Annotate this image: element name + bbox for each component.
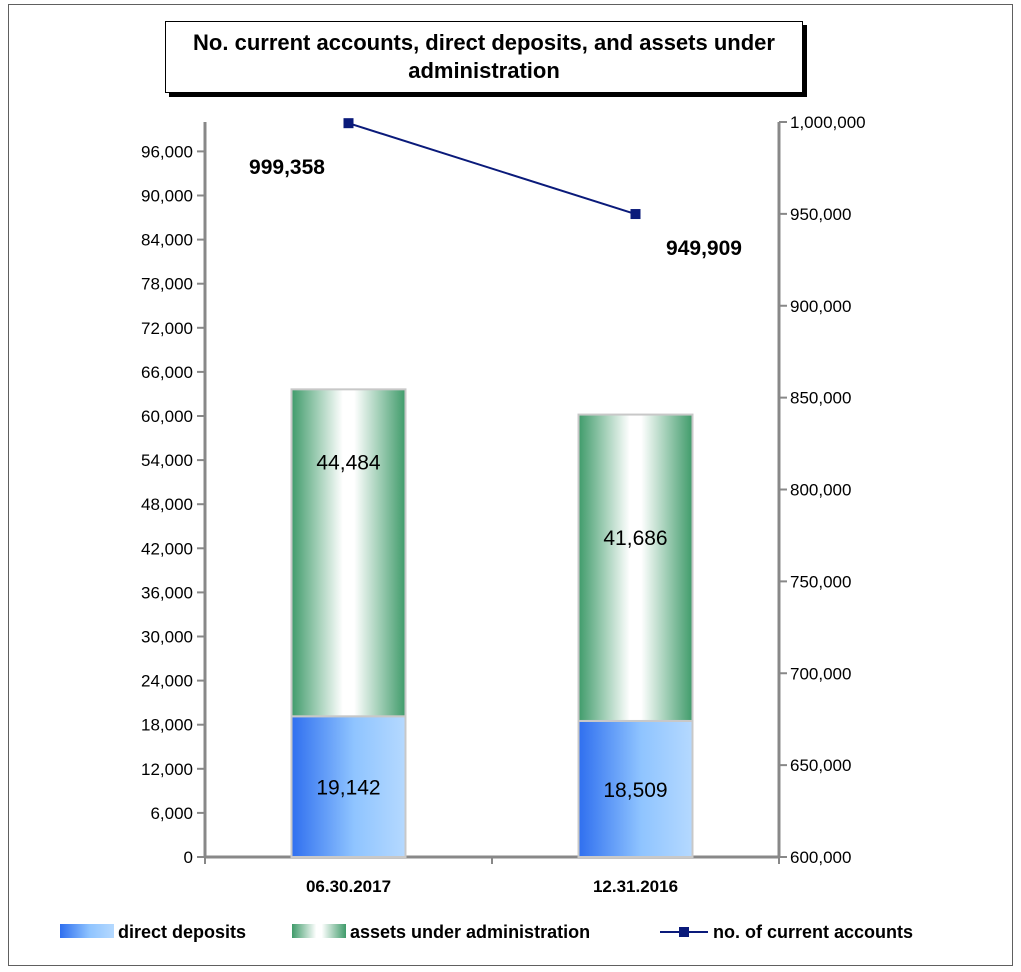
left-tick-label: 12,000	[141, 760, 193, 779]
legend-swatch-direct-deposits	[60, 924, 114, 938]
legend-label: direct deposits	[118, 922, 246, 942]
chart-title: No. current accounts, direct deposits, a…	[193, 30, 775, 83]
right-tick-label: 1,000,000	[790, 113, 866, 132]
line-value-label: 949,909	[666, 237, 742, 260]
left-tick-label: 18,000	[141, 716, 193, 735]
left-tick-label: 30,000	[141, 628, 193, 647]
bar-value-label: 44,484	[316, 451, 381, 474]
line-marker	[630, 209, 641, 220]
left-tick-label: 0	[184, 848, 193, 867]
left-tick-label: 78,000	[141, 275, 193, 294]
right-tick-label: 850,000	[790, 389, 851, 408]
line-marker	[343, 118, 354, 129]
bar-value-label: 41,686	[603, 527, 667, 550]
left-tick-label: 24,000	[141, 672, 193, 691]
line-value-label: 999,358	[249, 156, 325, 179]
right-tick-label: 800,000	[790, 481, 851, 500]
left-tick-label: 84,000	[141, 231, 193, 250]
chart-frame	[8, 4, 1013, 966]
right-tick-label: 900,000	[790, 297, 851, 316]
left-tick-label: 48,000	[141, 495, 193, 514]
left-tick-label: 42,000	[141, 539, 193, 558]
bar-segment	[290, 388, 407, 718]
chart-title-box: No. current accounts, direct deposits, a…	[165, 21, 803, 93]
left-tick-label: 66,000	[141, 363, 193, 382]
line-series	[348, 122, 636, 215]
category-label: 12.31.2016	[593, 877, 678, 896]
legend-swatch-assets	[292, 924, 346, 938]
legend-line-marker	[679, 927, 689, 937]
legend-label: assets under administration	[350, 922, 590, 942]
left-tick-label: 60,000	[141, 407, 193, 426]
right-tick-label: 650,000	[790, 756, 851, 775]
left-tick-label: 54,000	[141, 451, 193, 470]
category-label: 06.30.2017	[306, 877, 391, 896]
left-tick-label: 6,000	[150, 804, 193, 823]
right-tick-label: 950,000	[790, 205, 851, 224]
right-tick-label: 750,000	[790, 572, 851, 591]
right-tick-label: 600,000	[790, 848, 851, 867]
left-tick-label: 72,000	[141, 319, 193, 338]
bar-segment	[577, 719, 694, 859]
left-tick-label: 36,000	[141, 583, 193, 602]
legend-label: no. of current accounts	[713, 922, 913, 942]
bar-value-label: 18,509	[603, 779, 667, 802]
bar-value-label: 19,142	[316, 777, 380, 800]
left-tick-label: 96,000	[141, 142, 193, 161]
bar-segment	[577, 413, 694, 722]
left-tick-label: 90,000	[141, 187, 193, 206]
right-tick-label: 700,000	[790, 664, 851, 683]
